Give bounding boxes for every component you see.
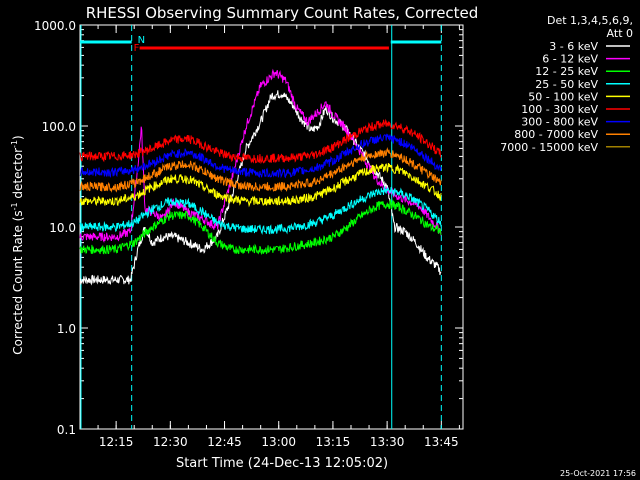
legend-label: 300 - 800 keV [521,116,598,129]
y-tick-label: 10.0 [49,221,76,235]
legend-label: 100 - 300 keV [521,103,598,116]
legend-label: 800 - 7000 keV [514,128,598,141]
x-tick-label: 13:00 [261,435,296,449]
x-tick-label: 12:15 [99,435,134,449]
legend-label: 3 - 6 keV [549,40,598,53]
chart-title: RHESSI Observing Summary Count Rates, Co… [86,4,479,22]
x-tick-label: 12:45 [207,435,242,449]
series-line [79,133,442,179]
x-tick-label: 13:45 [424,435,459,449]
footer-timestamp: 25-Oct-2021 17:56 [560,469,636,478]
legend-label: 6 - 12 keV [542,53,598,66]
flare-flag-label: F [134,43,140,54]
legend-subtitle: Att 0 [607,27,633,40]
series-line [79,198,442,256]
night-flag-label: N [138,35,145,46]
x-tick-label: 12:30 [153,435,188,449]
series-line [79,68,442,244]
plot-frame [79,24,464,430]
series-line [79,185,442,235]
axes: 1000.0 100.0 10.0 1.0 0.1 12:15 12:30 12:45 13:0… [34,19,463,449]
y-tick-label: 1000.0 [34,19,76,33]
y-axis-label: Corrected Count Rate (s-1 detector-1) [10,135,25,354]
legend-label: 7000 - 15000 keV [500,141,598,154]
y-tick-label: 1.0 [57,322,76,336]
series-line [79,118,442,165]
series-line [79,147,442,193]
legend-title: Det 1,3,4,5,6,9, [547,14,633,27]
legend-label: 25 - 50 keV [535,78,598,91]
x-tick-label: 13:30 [370,435,405,449]
y-tick-label: 0.1 [57,423,76,437]
legend-label: 50 - 100 keV [528,90,598,103]
legend-label: 12 - 25 keV [535,65,598,78]
series-lines [79,68,442,286]
y-tick-label: 100.0 [42,120,76,134]
x-axis-label: Start Time (24-Dec-13 12:05:02) [176,456,388,471]
x-tick-label: 13:15 [316,435,351,449]
series-line [79,162,442,208]
